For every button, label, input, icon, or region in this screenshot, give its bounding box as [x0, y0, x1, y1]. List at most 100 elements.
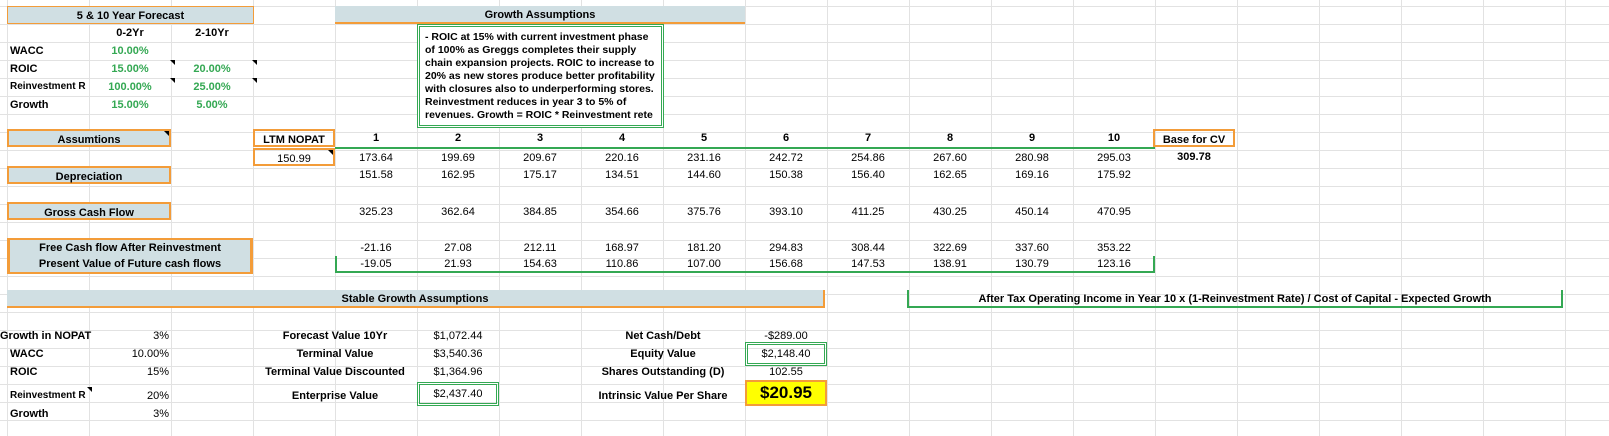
gross-cash-flow-label[interactable]: Gross Cash Flow	[7, 202, 171, 220]
pv-cell[interactable]: 154.63	[523, 258, 557, 270]
year-header-cell[interactable]: 4	[618, 132, 626, 144]
enterprise-value[interactable]: $2,437.40	[417, 382, 499, 406]
depreciation-cell[interactable]: 162.95	[441, 169, 475, 181]
depreciation-cell[interactable]: 156.40	[851, 169, 885, 181]
year-header-cell[interactable]: 1	[372, 132, 380, 144]
stable-mid-value[interactable]: $1,072.44	[433, 330, 483, 342]
stable-mid-value[interactable]: $1,364.96	[433, 366, 483, 378]
stable-left-label[interactable]: Growth	[10, 408, 49, 420]
stable-left-value[interactable]: 3%	[153, 330, 169, 342]
fcf-label[interactable]: Free Cash flow After Reinvestment	[10, 240, 250, 256]
stable-mid-value[interactable]: $3,540.36	[433, 348, 483, 360]
gross-cash-flow-cell[interactable]: 375.76	[687, 206, 721, 218]
base-cv-header[interactable]: Base for CV	[1153, 129, 1235, 147]
forecast-row-value[interactable]: 10.00%	[111, 45, 149, 57]
stable-mid-label[interactable]: Terminal Value	[296, 348, 374, 360]
nopat-cell[interactable]: 267.60	[933, 152, 967, 164]
gross-cash-flow-cell[interactable]: 384.85	[523, 206, 557, 218]
fcf-cell[interactable]: 353.22	[1097, 242, 1131, 254]
year-header-cell[interactable]: 7	[864, 132, 872, 144]
depreciation-label[interactable]: Depreciation	[7, 166, 171, 184]
gross-cash-flow-cell[interactable]: 362.64	[441, 206, 475, 218]
assumptions-label[interactable]: Assumtions	[7, 129, 171, 147]
gross-cash-flow-cell[interactable]: 411.25	[851, 206, 885, 218]
gross-cash-flow-cell[interactable]: 393.10	[769, 206, 803, 218]
pv-cell[interactable]: 123.16	[1097, 258, 1131, 270]
forecast-row-value[interactable]: 100.00%	[89, 78, 175, 96]
depreciation-cell[interactable]: 175.17	[523, 169, 557, 181]
forecast-row-label[interactable]: ROIC	[10, 63, 38, 75]
stable-right-value[interactable]: 102.55	[769, 366, 803, 378]
depreciation-cell[interactable]: 169.16	[1015, 169, 1049, 181]
stable-mid-label[interactable]: Terminal Value Discounted	[265, 366, 405, 378]
stable-left-value[interactable]: 20%	[146, 390, 169, 402]
fcf-cell[interactable]: 181.20	[687, 242, 721, 254]
nopat-cell[interactable]: 209.67	[523, 152, 557, 164]
pv-cell[interactable]: 21.93	[444, 258, 472, 270]
stable-left-value[interactable]: 15%	[146, 366, 169, 378]
depreciation-cell[interactable]: 175.92	[1097, 169, 1131, 181]
year-header-cell[interactable]: 8	[946, 132, 954, 144]
year-header-cell[interactable]: 10	[1107, 132, 1121, 144]
stable-growth-title[interactable]: Stable Growth Assumptions	[7, 290, 825, 308]
depreciation-cell[interactable]: 151.58	[359, 169, 393, 181]
stable-left-label[interactable]: Growth in NOPAT	[0, 330, 92, 342]
forecast-row-value[interactable]: 25.00%	[171, 78, 257, 96]
year-header-cell[interactable]: 9	[1028, 132, 1036, 144]
year-header-cell[interactable]: 6	[782, 132, 790, 144]
nopat-cell[interactable]: 231.16	[687, 152, 721, 164]
gross-cash-flow-cell[interactable]: 450.14	[1015, 206, 1049, 218]
nopat-cell[interactable]: 220.16	[605, 152, 639, 164]
pv-cell[interactable]: 110.86	[605, 258, 639, 270]
fcf-cell[interactable]: 212.11	[523, 242, 557, 254]
nopat-cell[interactable]: 199.69	[441, 152, 475, 164]
gross-cash-flow-cell[interactable]: 430.25	[933, 206, 967, 218]
intrinsic-value-per-share[interactable]: $20.95	[745, 380, 827, 406]
stable-left-label[interactable]: Reinvestment R	[10, 387, 92, 405]
nopat-cell[interactable]: 242.72	[769, 152, 803, 164]
forecast-row-value[interactable]: 20.00%	[171, 60, 257, 78]
fcf-cell[interactable]: 322.69	[933, 242, 967, 254]
stable-right-label[interactable]: Equity Value	[630, 348, 696, 360]
nopat-cell[interactable]: 173.64	[359, 152, 393, 164]
nopat-cell[interactable]: 295.03	[1097, 152, 1131, 164]
forecast-row-label[interactable]: Reinvestment R	[10, 81, 86, 92]
terminal-formula[interactable]: After Tax Operating Income in Year 10 x …	[907, 290, 1563, 308]
fcf-cell[interactable]: 27.08	[444, 242, 472, 254]
growth-assumptions-title[interactable]: Growth Assumptions	[335, 6, 745, 24]
ltm-nopat-header[interactable]: LTM NOPAT	[253, 129, 335, 147]
stable-left-label[interactable]: ROIC	[10, 366, 38, 378]
depreciation-cell[interactable]: 144.60	[687, 169, 721, 181]
fcf-cell[interactable]: 294.83	[769, 242, 803, 254]
year-header-cell[interactable]: 2	[454, 132, 462, 144]
stable-mid-label[interactable]: Forecast Value 10Yr	[282, 330, 388, 342]
pv-cell[interactable]: 130.79	[1015, 258, 1049, 270]
gross-cash-flow-cell[interactable]: 325.23	[359, 206, 393, 218]
gross-cash-flow-cell[interactable]: 470.95	[1097, 206, 1131, 218]
pv-cell[interactable]: 138.91	[933, 258, 967, 270]
equity-value[interactable]: $2,148.40	[745, 342, 827, 366]
pv-label[interactable]: Present Value of Future cash flows	[10, 256, 250, 272]
depreciation-cell[interactable]: 150.38	[769, 169, 803, 181]
pv-cell[interactable]: 156.68	[769, 258, 803, 270]
pv-cell[interactable]: 107.00	[687, 258, 721, 270]
pv-cell[interactable]: 147.53	[851, 258, 885, 270]
stable-right-label[interactable]: Net Cash/Debt	[625, 330, 701, 342]
year-header-cell[interactable]: 3	[536, 132, 544, 144]
fcf-cell[interactable]: 337.60	[1015, 242, 1049, 254]
ltm-nopat-value[interactable]: 150.99	[253, 148, 335, 166]
forecast-col2-header[interactable]: 2-10Yr	[195, 27, 229, 39]
stable-right-value[interactable]: -$289.00	[764, 330, 808, 342]
forecast-row-value[interactable]: 15.00%	[111, 99, 149, 111]
forecast-col1-header[interactable]: 0-2Yr	[116, 27, 144, 39]
base-cv-value[interactable]: 309.78	[1177, 151, 1211, 163]
depreciation-cell[interactable]: 162.65	[933, 169, 967, 181]
fcf-cell[interactable]: -21.16	[360, 242, 392, 254]
fcf-cell[interactable]: 168.97	[605, 242, 639, 254]
nopat-cell[interactable]: 280.98	[1015, 152, 1049, 164]
stable-left-value[interactable]: 10.00%	[131, 348, 169, 360]
growth-assumptions-note[interactable]: - ROIC at 15% with current investment ph…	[417, 24, 664, 128]
nopat-cell[interactable]: 254.86	[851, 152, 885, 164]
stable-right-label[interactable]: Intrinsic Value Per Share	[598, 390, 728, 402]
stable-right-label[interactable]: Shares Outstanding (D)	[601, 366, 725, 378]
